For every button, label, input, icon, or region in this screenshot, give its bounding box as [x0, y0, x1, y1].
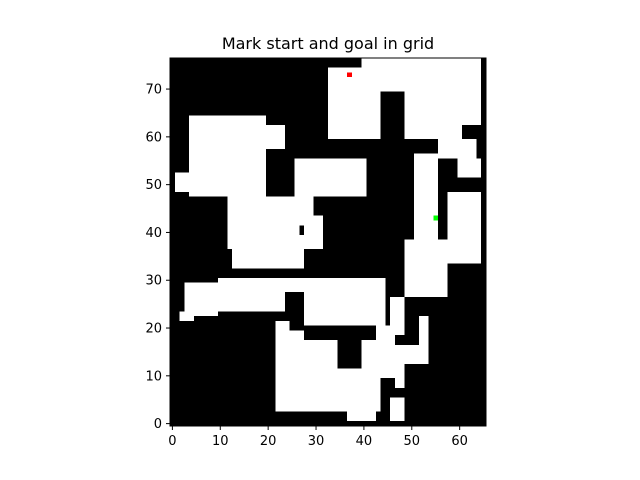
- free-cell-region: [404, 239, 448, 297]
- y-tick-label: 40: [145, 226, 162, 241]
- free-cell-region: [275, 378, 381, 412]
- x-tick-label: 50: [404, 434, 421, 449]
- free-cell-region: [304, 234, 324, 250]
- obstacle-cell-region: [375, 172, 415, 221]
- obstacle-cell-region: [356, 139, 396, 159]
- free-cell-region: [399, 91, 463, 140]
- y-tick-label: 20: [145, 322, 162, 337]
- free-cell-region: [275, 320, 305, 383]
- free-cell-region: [265, 124, 285, 149]
- x-tick-label: 0: [168, 434, 176, 449]
- obstacle-cell-region: [404, 363, 439, 412]
- obstacle-cell-region: [289, 311, 305, 331]
- free-cell-region: [457, 158, 482, 178]
- free-cell-region: [347, 406, 376, 422]
- y-tick-label: 30: [145, 274, 162, 289]
- free-cell-region: [227, 196, 266, 250]
- chart-title: Mark start and goal in grid: [222, 34, 434, 53]
- x-tick-label: 10: [212, 434, 229, 449]
- free-cell-region: [179, 311, 194, 321]
- obstacle-cell-region: [380, 91, 405, 140]
- x-tick-label: 60: [451, 434, 468, 449]
- marker-layer: [347, 72, 439, 221]
- x-tick-label: 30: [308, 434, 325, 449]
- free-cell-region: [217, 277, 285, 312]
- y-axis: 0 10 20 30 40 50 60 70: [145, 83, 170, 432]
- free-cell-region: [304, 292, 386, 326]
- free-cell-region: [328, 67, 362, 87]
- x-tick-label: 40: [356, 434, 373, 449]
- plot-area: [169, 57, 487, 427]
- free-cell-region: [232, 249, 305, 269]
- y-tick-label: 10: [145, 369, 162, 384]
- free-cell-region: [452, 215, 482, 240]
- occupancy-grid: [170, 58, 486, 426]
- start-marker: [347, 72, 352, 78]
- free-cell-region: [174, 172, 228, 192]
- plot-frame: [169, 57, 487, 427]
- obstacle-cell-region: [337, 339, 362, 369]
- y-tick-label: 70: [145, 83, 162, 98]
- goal-marker: [433, 215, 439, 221]
- free-cell-region: [438, 139, 477, 159]
- free-cell-region: [390, 296, 405, 336]
- x-axis: 0 10 20 30 40 50 60: [168, 426, 468, 449]
- free-cell-region: [184, 282, 218, 317]
- obstacle-cell-region: [299, 225, 305, 235]
- free-cell-region: [390, 397, 405, 422]
- y-tick-label: 0: [154, 417, 162, 432]
- free-cell-region: [265, 196, 314, 216]
- y-tick-label: 60: [145, 130, 162, 145]
- free-cell-region: [284, 277, 386, 293]
- free-cell-region: [294, 158, 367, 197]
- free-cell-region: [265, 215, 305, 250]
- x-tick-label: 20: [260, 434, 277, 449]
- y-tick-label: 50: [145, 178, 162, 193]
- free-cell-region: [414, 153, 439, 240]
- obstacle-cell-region: [428, 311, 439, 364]
